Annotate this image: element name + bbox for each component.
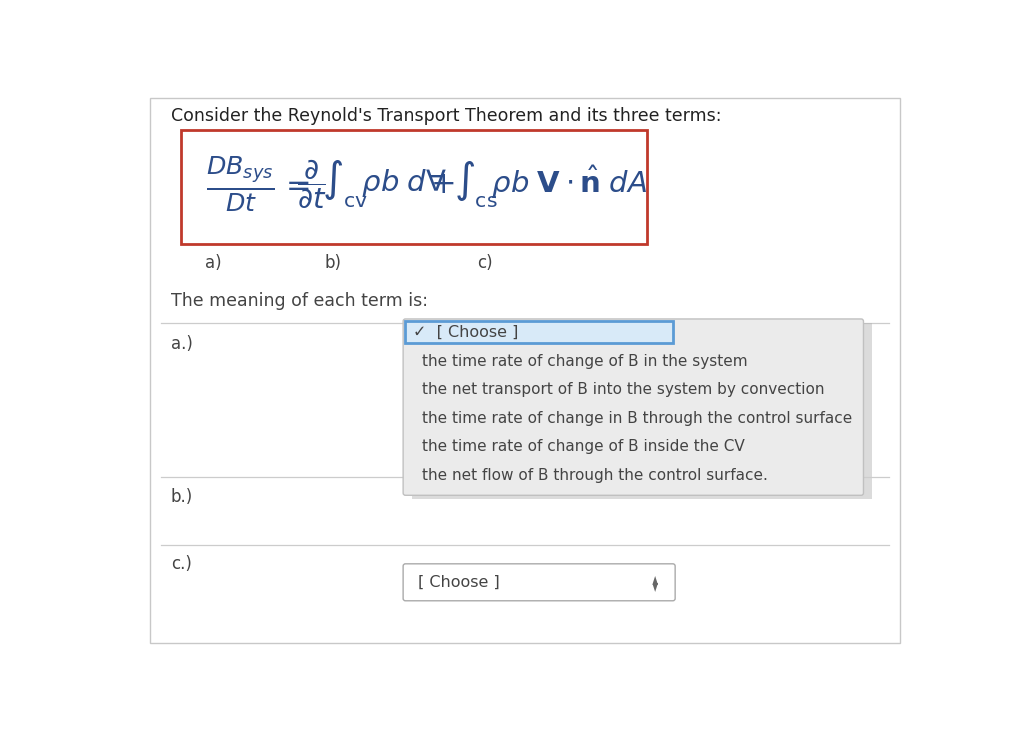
- Text: a): a): [206, 254, 222, 271]
- Text: c): c): [477, 254, 493, 271]
- Text: [ Choose ]: [ Choose ]: [418, 575, 500, 590]
- FancyBboxPatch shape: [406, 321, 673, 343]
- Text: a.): a.): [171, 335, 193, 353]
- Text: ◄►: ◄►: [651, 574, 660, 591]
- Text: the net transport of B into the system by convection: the net transport of B into the system b…: [423, 382, 825, 397]
- Text: b): b): [324, 254, 341, 271]
- FancyBboxPatch shape: [180, 130, 647, 244]
- FancyBboxPatch shape: [403, 319, 863, 496]
- FancyBboxPatch shape: [403, 564, 675, 601]
- Text: the time rate of change of B in the system: the time rate of change of B in the syst…: [423, 353, 749, 369]
- FancyBboxPatch shape: [150, 98, 900, 643]
- Text: Consider the Reynold's Transport Theorem and its three terms:: Consider the Reynold's Transport Theorem…: [171, 107, 721, 125]
- Text: $\frac{DB_{\mathit{sys}}}{Dt}$: $\frac{DB_{\mathit{sys}}}{Dt}$: [206, 155, 274, 214]
- Text: $=$: $=$: [280, 170, 310, 199]
- Text: b.): b.): [171, 487, 193, 506]
- Text: the time rate of change of B inside the CV: the time rate of change of B inside the …: [423, 439, 745, 454]
- Text: the time rate of change in B through the control surface: the time rate of change in B through the…: [423, 410, 853, 426]
- Text: ✓  [ Choose ]: ✓ [ Choose ]: [414, 325, 518, 339]
- FancyBboxPatch shape: [412, 323, 872, 499]
- Text: $+$: $+$: [430, 170, 455, 199]
- Text: the net flow of B through the control surface.: the net flow of B through the control su…: [423, 468, 768, 482]
- Text: $\int_{\mathrm{cs}}\!\rho b\;\mathbf{V}\cdot\hat{\mathbf{n}}\;dA$: $\int_{\mathrm{cs}}\!\rho b\;\mathbf{V}\…: [454, 158, 646, 210]
- Text: The meaning of each term is:: The meaning of each term is:: [171, 292, 428, 310]
- Text: c.): c.): [171, 556, 191, 573]
- Text: $\dfrac{\partial}{\partial t}\!\int_{\mathrm{cv}}\!\rho b\;d\forall$: $\dfrac{\partial}{\partial t}\!\int_{\ma…: [297, 158, 446, 211]
